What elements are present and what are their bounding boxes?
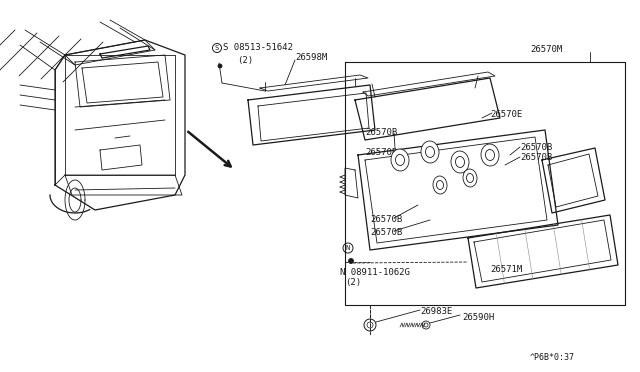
- Ellipse shape: [486, 150, 495, 160]
- Circle shape: [349, 259, 353, 263]
- Ellipse shape: [436, 180, 444, 189]
- Text: 26570B: 26570B: [370, 215, 403, 224]
- Ellipse shape: [396, 154, 404, 166]
- Text: 26570B: 26570B: [365, 148, 397, 157]
- Text: 26598M: 26598M: [295, 53, 327, 62]
- Text: 26983E: 26983E: [420, 307, 452, 316]
- Text: 26570B: 26570B: [520, 153, 552, 162]
- Text: 26570M: 26570M: [530, 45, 563, 54]
- Ellipse shape: [463, 169, 477, 187]
- Ellipse shape: [467, 173, 474, 183]
- Text: 26570B: 26570B: [365, 128, 397, 137]
- Text: 26571M: 26571M: [490, 265, 522, 274]
- Text: (2): (2): [237, 56, 253, 65]
- Text: 26570B: 26570B: [520, 143, 552, 152]
- Text: S: S: [215, 45, 219, 51]
- Ellipse shape: [391, 149, 409, 171]
- Ellipse shape: [451, 151, 469, 173]
- Ellipse shape: [456, 157, 465, 167]
- Text: 26570E: 26570E: [490, 110, 522, 119]
- Ellipse shape: [426, 147, 435, 157]
- Text: N 08911-1062G: N 08911-1062G: [340, 268, 410, 277]
- Ellipse shape: [481, 144, 499, 166]
- Text: S 08513-51642: S 08513-51642: [223, 43, 293, 52]
- Text: 26590H: 26590H: [462, 313, 494, 322]
- Circle shape: [218, 64, 222, 68]
- Ellipse shape: [421, 141, 439, 163]
- Text: 26570B: 26570B: [370, 228, 403, 237]
- Text: N: N: [346, 245, 350, 251]
- Text: ^P6B*0:37: ^P6B*0:37: [530, 353, 575, 362]
- Text: (2): (2): [345, 278, 361, 287]
- Ellipse shape: [433, 176, 447, 194]
